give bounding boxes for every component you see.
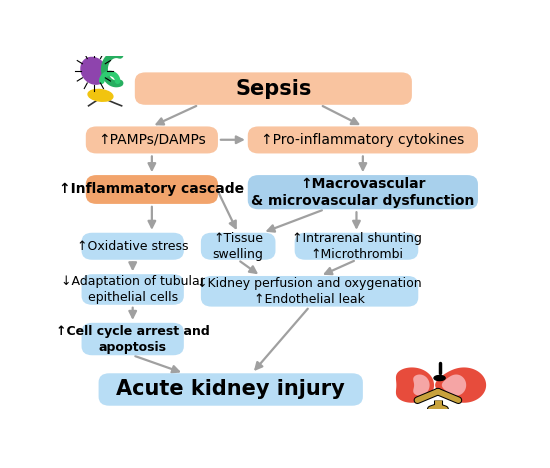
Text: ↑Tissue
swelling: ↑Tissue swelling bbox=[213, 232, 263, 261]
Text: ↓Kidney perfusion and oxygenation
↑Endothelial leak: ↓Kidney perfusion and oxygenation ↑Endot… bbox=[197, 277, 422, 306]
FancyBboxPatch shape bbox=[81, 233, 184, 260]
FancyBboxPatch shape bbox=[86, 126, 218, 154]
FancyBboxPatch shape bbox=[86, 175, 218, 204]
FancyBboxPatch shape bbox=[81, 274, 184, 305]
Text: Acute kidney injury: Acute kidney injury bbox=[117, 380, 345, 400]
FancyBboxPatch shape bbox=[201, 276, 419, 307]
FancyBboxPatch shape bbox=[295, 233, 419, 260]
FancyBboxPatch shape bbox=[98, 373, 363, 406]
Text: ↑Pro-inflammatory cytokines: ↑Pro-inflammatory cytokines bbox=[261, 133, 465, 147]
FancyBboxPatch shape bbox=[248, 175, 478, 209]
Text: ↑Inflammatory cascade: ↑Inflammatory cascade bbox=[59, 183, 244, 197]
Text: ↑PAMPs/DAMPs: ↑PAMPs/DAMPs bbox=[98, 133, 206, 147]
Text: ↑Intrarenal shunting
↑Microthrombi: ↑Intrarenal shunting ↑Microthrombi bbox=[292, 232, 421, 261]
Text: ↑Oxidative stress: ↑Oxidative stress bbox=[77, 240, 189, 253]
Text: ↑Cell cycle arrest and
apoptosis: ↑Cell cycle arrest and apoptosis bbox=[56, 324, 210, 353]
FancyBboxPatch shape bbox=[81, 323, 184, 355]
FancyBboxPatch shape bbox=[201, 233, 276, 260]
Text: Sepsis: Sepsis bbox=[235, 79, 311, 99]
Text: ↓Adaptation of tubular
epithelial cells: ↓Adaptation of tubular epithelial cells bbox=[60, 275, 205, 304]
FancyBboxPatch shape bbox=[135, 73, 412, 105]
FancyBboxPatch shape bbox=[248, 126, 478, 154]
Text: ↑Macrovascular
& microvascular dysfunction: ↑Macrovascular & microvascular dysfuncti… bbox=[251, 176, 475, 208]
